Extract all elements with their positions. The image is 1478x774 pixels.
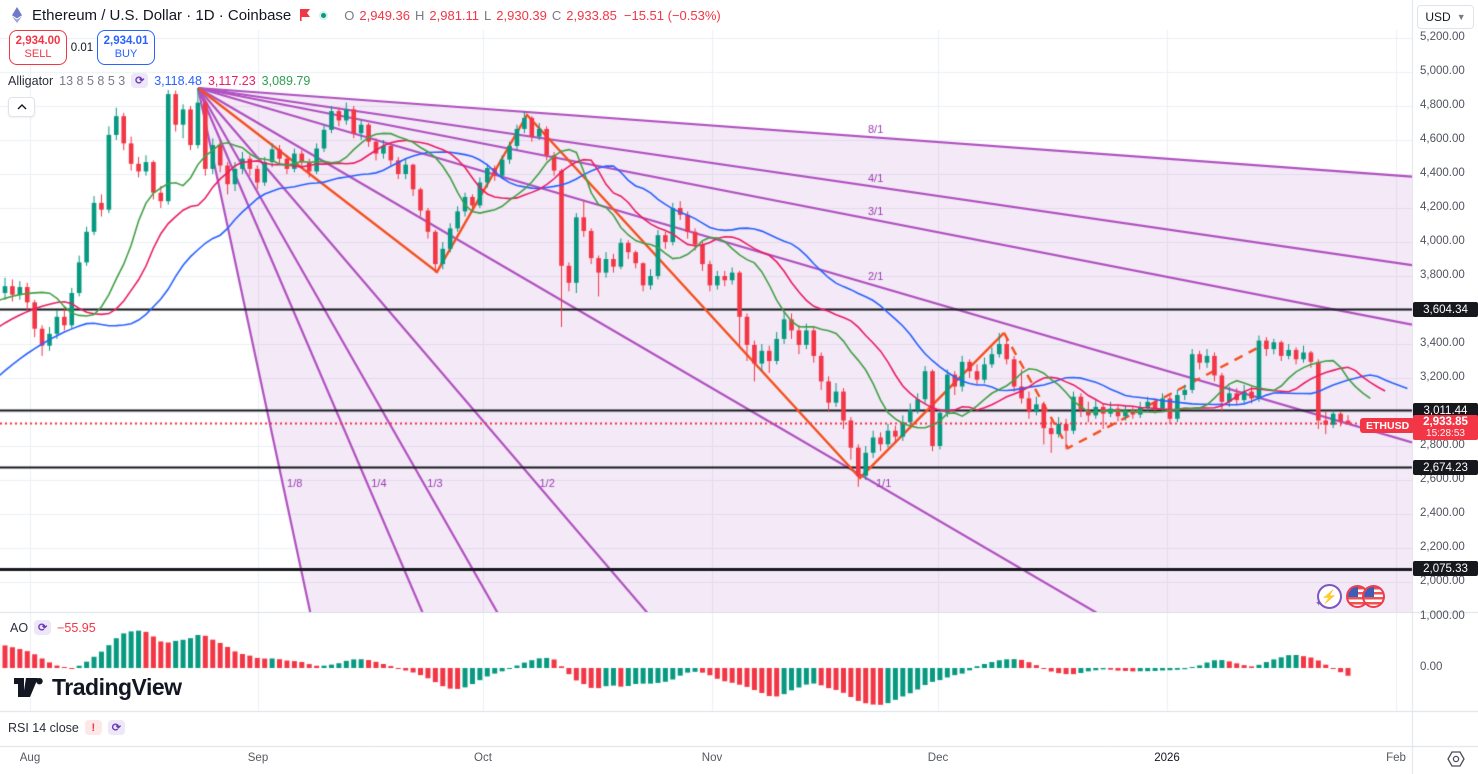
price-tick: 4,200.00 <box>1420 201 1465 213</box>
symbol-price-tag: ETHUSD <box>1360 418 1416 433</box>
tradingview-logo-icon <box>14 678 43 697</box>
bar-countdown: 15:28:53 <box>1426 428 1465 439</box>
tradingview-watermark: TradingView <box>14 674 182 701</box>
ao-tick: 1,000.00 <box>1420 610 1465 622</box>
ao-tick: 0.00 <box>1420 661 1443 673</box>
flag-icon[interactable] <box>297 7 313 23</box>
price-tick: 2,200.00 <box>1420 541 1465 553</box>
price-tick: 3,200.00 <box>1420 371 1465 383</box>
price-tick: 2,000.00 <box>1420 575 1465 587</box>
recalculate-icon[interactable]: ⟳ <box>34 620 52 635</box>
trade-panel: 2,934.00 SELL 0.01 2,934.01 BUY <box>9 30 155 65</box>
symbol-title[interactable]: Ethereum / U.S. Dollar · 1D · Coinbase <box>32 6 292 24</box>
symbol-header: Ethereum / U.S. Dollar · 1D · Coinbase O… <box>8 6 721 24</box>
alligator-jaw-value: 3,118.48 <box>154 73 202 88</box>
tradingview-logo-text: TradingView <box>52 674 182 700</box>
chart-events: ⚡ ✦ <box>1315 584 1385 609</box>
time-tick: Aug <box>19 752 41 764</box>
last-price-value: 2,933.85 <box>1423 416 1468 428</box>
time-tick: Nov <box>701 752 723 764</box>
us-flag-event-icon[interactable] <box>1362 585 1385 608</box>
time-tick: 2026 <box>1154 752 1180 764</box>
level-badge: 2,075.33 <box>1413 561 1478 576</box>
timezone-settings-gear-icon[interactable] <box>1446 750 1466 768</box>
price-tick: 4,400.00 <box>1420 167 1465 179</box>
ao-legend[interactable]: AO ⟳ −55.95 <box>10 620 96 635</box>
price-tick: 3,800.00 <box>1420 269 1465 281</box>
warning-icon[interactable]: ! <box>84 720 102 735</box>
price-tick: 4,000.00 <box>1420 235 1465 247</box>
ao-value: −55.95 <box>57 620 96 635</box>
price-tick: 2,800.00 <box>1420 439 1465 451</box>
currency-selector[interactable]: USD ▼ <box>1417 5 1474 29</box>
time-tick: Sep <box>247 752 269 764</box>
price-tick: 3,400.00 <box>1420 337 1465 349</box>
recalculate-icon[interactable]: ⟳ <box>107 720 125 735</box>
time-tick: Dec <box>927 752 949 764</box>
level-badge: 3,011.44 <box>1413 403 1478 418</box>
collapse-legend-button[interactable] <box>8 97 35 117</box>
price-tick: 2,600.00 <box>1420 473 1465 485</box>
sell-button[interactable]: 2,934.00 SELL <box>9 30 67 65</box>
buy-button[interactable]: 2,934.01 BUY <box>97 30 155 65</box>
alligator-params: 13 8 5 8 5 3 <box>59 73 126 88</box>
rsi-name: RSI 14 close <box>8 720 79 735</box>
spread-value: 0.01 <box>70 41 94 54</box>
ethereum-logo-icon <box>12 7 22 23</box>
chevron-down-icon: ▼ <box>1456 12 1466 22</box>
chevron-up-icon <box>17 104 26 110</box>
time-tick: Feb <box>1386 752 1406 764</box>
price-tick: 5,000.00 <box>1420 65 1465 77</box>
price-tick: 4,600.00 <box>1420 133 1465 145</box>
change-readout: −15.51 (−0.53%) <box>623 7 721 23</box>
alligator-teeth-value: 3,117.23 <box>207 73 256 88</box>
rsi-legend[interactable]: RSI 14 close ! ⟳ <box>8 720 125 735</box>
price-tick: 2,400.00 <box>1420 507 1465 519</box>
ao-name: AO <box>10 620 29 635</box>
alligator-lips-value: 3,089.79 <box>261 73 311 88</box>
time-tick: Oct <box>474 752 492 764</box>
alligator-legend[interactable]: Alligator 13 8 5 8 5 3 ⟳ 3,118.48 3,117.… <box>8 73 310 88</box>
last-price-badge: 2,933.85 15:28:53 <box>1413 415 1478 440</box>
ohlc-readout: O 2,949.36 H 2,981.11 L 2,930.39 C 2,933.85 … <box>344 7 721 23</box>
lightning-event-icon[interactable]: ⚡ ✦ <box>1315 584 1342 609</box>
recalculate-icon[interactable]: ⟳ <box>131 73 149 88</box>
price-tick: 4,800.00 <box>1420 99 1465 111</box>
market-status-icon <box>319 10 329 20</box>
alligator-name: Alligator <box>8 73 54 88</box>
price-tick: 5,200.00 <box>1420 31 1465 43</box>
currency-label: USD <box>1425 10 1451 24</box>
level-badge: 2,674.23 <box>1413 460 1478 475</box>
level-badge: 3,604.34 <box>1413 302 1478 317</box>
